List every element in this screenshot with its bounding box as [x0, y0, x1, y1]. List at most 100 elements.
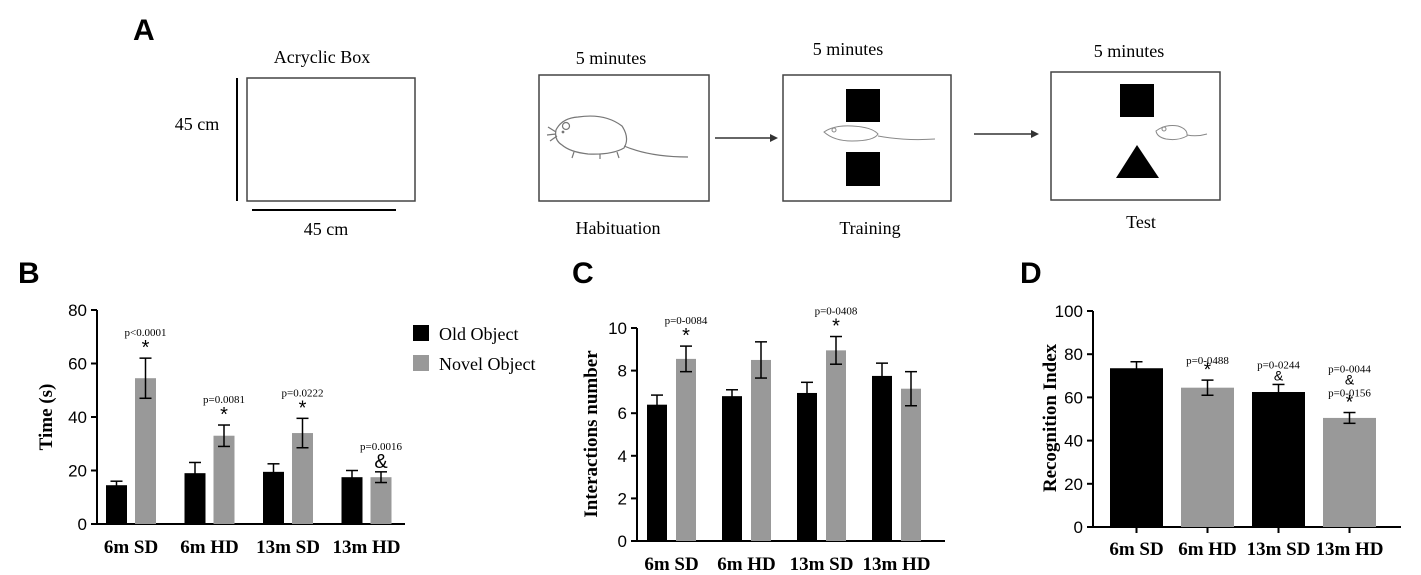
- habituation-duration: 5 minutes: [576, 48, 647, 68]
- panel-d-y-axis-label: Recognition Index: [1040, 343, 1061, 492]
- p-value-label: p=0-0244: [1257, 359, 1300, 371]
- bar: [135, 378, 156, 524]
- y-tick-label: 6: [618, 404, 627, 423]
- y-tick-label: 80: [68, 301, 87, 320]
- p-value-label: p<0.0001: [125, 327, 167, 339]
- panel-c: C Interactions number 0 2 4 6 8 10 6m SD 6m HD 1…: [572, 257, 945, 575]
- bar: [826, 350, 846, 541]
- panel-a-letter: A: [133, 14, 155, 47]
- significance-symbol: &: [374, 451, 388, 473]
- significance-symbol: *: [220, 404, 228, 426]
- bar: [341, 477, 363, 524]
- x-category-label: 6m SD: [104, 537, 158, 558]
- y-tick-label: 60: [68, 355, 87, 374]
- bar: [722, 396, 742, 541]
- x-category-label: 6m HD: [1178, 539, 1237, 560]
- box-width-label: 45 cm: [304, 219, 349, 239]
- old-object-square-1: [846, 89, 880, 122]
- significance-symbol: *: [1204, 360, 1212, 381]
- box-height-label: 45 cm: [175, 114, 220, 134]
- y-tick-label: 10: [608, 319, 627, 338]
- panel-b-chart: 0 20 40 60 80 6m SD 6m HD 13m SD 13m HD * p<0.0001…: [68, 301, 405, 558]
- y-tick-label: 0: [618, 532, 627, 551]
- p-value-label: p=0.0222: [282, 387, 324, 399]
- p-value-label: p=0-0156: [1328, 388, 1371, 400]
- y-tick-label: 40: [1064, 432, 1083, 451]
- training-arena: [782, 74, 952, 202]
- bar: [1323, 417, 1376, 527]
- test-label: Test: [1126, 212, 1156, 232]
- panel-b: B Time (s) 0 20 40 60 80 6m SD 6m HD 13m SD 13m …: [18, 257, 535, 558]
- x-category-label: 13m SD: [790, 554, 854, 575]
- bar: [1110, 368, 1163, 527]
- x-category-label: 13m SD: [1247, 539, 1311, 560]
- test-arena: [1050, 71, 1221, 201]
- panel-d-letter: D: [1020, 257, 1042, 290]
- bar: [1181, 387, 1234, 527]
- y-tick-label: 4: [618, 447, 627, 466]
- x-category-label: 13m HD: [1315, 539, 1383, 560]
- x-category-label: 6m HD: [180, 537, 239, 558]
- bar: [370, 477, 392, 524]
- bar: [647, 404, 667, 541]
- y-tick-label: 60: [1064, 388, 1083, 407]
- y-tick-label: 80: [1064, 345, 1083, 364]
- p-value-label: p=0.0081: [203, 394, 245, 406]
- x-category-label: 6m HD: [717, 554, 776, 575]
- p-value-label: p=0-0044: [1328, 364, 1371, 376]
- habituation-arena: [538, 74, 710, 202]
- bar: [1252, 392, 1305, 527]
- legend: Old Object Novel Object: [413, 324, 535, 374]
- bar: [676, 358, 696, 541]
- x-category-label: 13m HD: [862, 554, 930, 575]
- panel-c-letter: C: [572, 257, 594, 290]
- panel-b-letter: B: [18, 257, 40, 290]
- bar: [797, 392, 817, 541]
- x-category-label: 6m SD: [644, 554, 698, 575]
- y-tick-label: 100: [1055, 302, 1083, 321]
- test-duration: 5 minutes: [1094, 41, 1165, 61]
- bar: [184, 473, 206, 524]
- legend-label-novel-object: Novel Object: [439, 354, 535, 374]
- panel-a: A Acryclic Box 45 cm 45 cm 5 minutes Hab…: [133, 14, 1221, 239]
- x-category-label: 13m SD: [256, 537, 320, 558]
- y-tick-label: 40: [68, 408, 87, 427]
- x-category-label: 13m HD: [332, 537, 400, 558]
- p-value-label: p=0.0016: [360, 441, 402, 453]
- acrylic-box: [246, 77, 416, 202]
- bar: [872, 375, 892, 541]
- y-tick-label: 20: [68, 462, 87, 481]
- habituation-label: Habituation: [576, 218, 661, 238]
- arrow-head-1: [770, 134, 778, 142]
- bar: [901, 388, 921, 541]
- x-category-label: 6m SD: [1109, 539, 1163, 560]
- rat-icon: [546, 115, 689, 159]
- y-tick-label: 2: [618, 489, 627, 508]
- panel-c-y-axis-label: Interactions number: [581, 350, 602, 518]
- legend-swatch-old-object: [413, 325, 429, 341]
- p-value-label: p=0-0084: [665, 315, 708, 327]
- bar: [751, 359, 771, 541]
- significance-symbol: &: [1345, 372, 1355, 388]
- y-tick-label: 0: [1074, 518, 1083, 537]
- novel-object-triangle: [1116, 145, 1159, 178]
- significance-symbol: *: [682, 325, 690, 347]
- panel-b-y-axis-label: Time (s): [36, 384, 57, 451]
- y-tick-label: 0: [78, 515, 87, 534]
- arrow-head-2: [1031, 130, 1039, 138]
- significance-symbol: &: [1274, 367, 1284, 383]
- p-value-label: p=0-0408: [815, 306, 858, 318]
- legend-swatch-novel-object: [413, 355, 429, 371]
- y-tick-label: 8: [618, 362, 627, 381]
- significance-symbol: *: [299, 397, 307, 419]
- rat-icon: [823, 125, 936, 142]
- bar: [106, 485, 127, 524]
- old-object-square: [1120, 84, 1154, 117]
- bar: [263, 471, 284, 524]
- training-duration: 5 minutes: [813, 39, 884, 59]
- panel-d: D Recognition Index 0 20 40 60 80 100 6m SD 6m …: [1020, 257, 1401, 560]
- p-value-label: p=0-0488: [1186, 355, 1229, 367]
